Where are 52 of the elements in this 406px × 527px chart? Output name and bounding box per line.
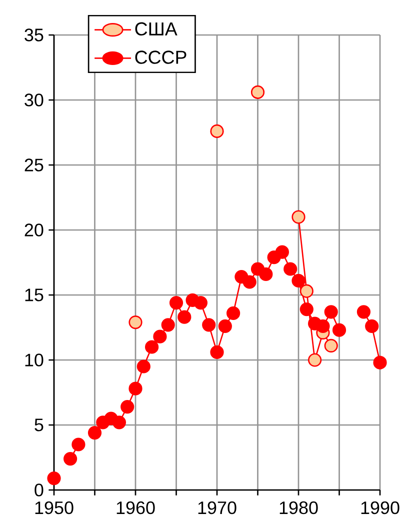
point (373, 356, 387, 370)
x-tick-label: 1980 (280, 501, 318, 514)
y-tick-label: 35 (24, 28, 44, 42)
x-tick-label: 1960 (116, 501, 155, 514)
point (242, 275, 256, 289)
point (250, 85, 265, 99)
legend-label: СССР (135, 50, 186, 64)
point (332, 323, 346, 337)
point (161, 318, 175, 332)
point (47, 472, 61, 486)
point (300, 284, 314, 298)
point (88, 426, 102, 440)
point (194, 296, 208, 310)
y-tick-label: 5 (34, 418, 44, 432)
point (72, 438, 86, 452)
point (275, 245, 290, 259)
point (202, 318, 216, 332)
point (284, 262, 298, 276)
point (63, 452, 78, 466)
point (136, 360, 150, 374)
point (324, 338, 338, 353)
point (210, 124, 224, 138)
point (308, 353, 322, 367)
point (259, 267, 273, 281)
point (112, 416, 126, 430)
point (365, 319, 379, 334)
y-tick-label: 25 (24, 158, 44, 172)
point (226, 306, 240, 320)
point (153, 330, 167, 344)
point (210, 345, 224, 359)
y-tick-label: 10 (25, 354, 44, 366)
point (169, 296, 184, 310)
legend-label: США (135, 22, 178, 36)
y-tick-label: 0 (34, 484, 44, 496)
point (128, 315, 142, 330)
x-tick-label: 1950 (35, 501, 74, 514)
point (292, 274, 306, 288)
point (120, 400, 134, 414)
point (178, 310, 192, 324)
point (324, 305, 338, 319)
point (128, 382, 142, 396)
y-tick-label: 30 (24, 94, 44, 106)
point (316, 319, 330, 334)
y-tick-label: 20 (24, 224, 44, 236)
point (356, 305, 371, 319)
point (300, 302, 314, 316)
x-tick-label: 1990 (361, 501, 400, 514)
y-tick-label: 15 (25, 288, 44, 302)
point (218, 319, 232, 334)
x-tick-label: 1970 (198, 501, 236, 514)
point (144, 340, 159, 354)
point (292, 210, 306, 224)
